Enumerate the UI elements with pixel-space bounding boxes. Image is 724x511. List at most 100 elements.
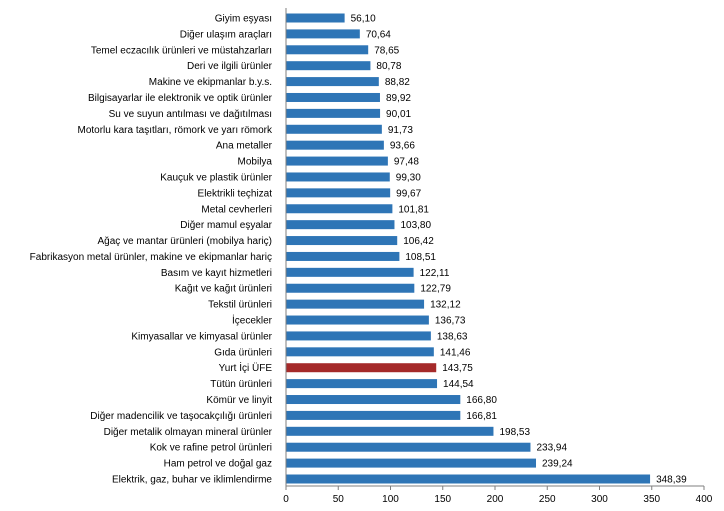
bar-su-ve-suyun-antilmasi-ve-dagitilmasi xyxy=(286,108,381,118)
bar-elektrikli-techizat xyxy=(286,188,391,198)
category-label-temel-eczacilik-urunleri-ve-mustahzarlari: Temel eczacılık ürünleri ve müstahzarlar… xyxy=(91,45,272,56)
bar-temel-eczacilik-urunleri-ve-mustahzarlari xyxy=(286,45,369,55)
bar-giyim-esyasi xyxy=(286,13,345,23)
bar-basim-ve-kayit-hizmetleri xyxy=(286,267,414,277)
category-label-tekstil-urunleri: Tekstil ürünleri xyxy=(208,300,272,311)
value-label-bilgisayarlar-ile-elektronik-ve-optik-urunler: 89,92 xyxy=(386,93,411,104)
bar-deri-ve-ilgili-urunler xyxy=(286,61,371,71)
value-label-icecekler: 136,73 xyxy=(435,316,466,327)
value-label-agac-ve-mantar-urunleri-mobilya-haric: 106,42 xyxy=(403,236,434,247)
category-label-kaucuk-ve-plastik-urunler: Kauçuk ve plastik ürünler xyxy=(160,172,272,183)
value-label-diger-madencilik-ve-tasocakciligi-urunleri: 166,81 xyxy=(466,411,497,422)
bar-diger-ulasim-araclari xyxy=(286,29,360,39)
category-label-elektrik-gaz-buhar-ve-iklimlendirme: Elektrik, gaz, buhar ve iklimlendirme xyxy=(112,475,272,486)
value-label-tekstil-urunleri: 132,12 xyxy=(430,300,461,311)
x-tick-label-400: 400 xyxy=(696,494,713,505)
category-label-mobilya: Mobilya xyxy=(238,157,273,168)
category-label-icecekler: İçecekler xyxy=(232,314,273,327)
bar-motorlu-kara-tasitlari-romork-ve-yari-romork xyxy=(286,124,382,134)
category-label-diger-metalik-olmayan-mineral-urunler: Diğer metalik olmayan mineral ürünler xyxy=(104,427,273,438)
value-label-deri-ve-ilgili-urunler: 80,78 xyxy=(376,61,401,72)
category-label-tutun-urunleri: Tütün ürünleri xyxy=(210,379,272,390)
category-label-komur-ve-linyit: Kömür ve linyit xyxy=(206,395,272,406)
value-label-ham-petrol-ve-dogal-gaz: 239,24 xyxy=(542,459,573,470)
category-label-kimyasallar-ve-kimyasal-urunler: Kimyasallar ve kimyasal ürünler xyxy=(131,331,272,342)
value-label-giyim-esyasi: 56,10 xyxy=(351,14,376,25)
category-label-metal-cevherleri: Metal cevherleri xyxy=(201,204,272,215)
bar-elektrik-gaz-buhar-ve-iklimlendirme xyxy=(286,474,651,484)
value-label-kagit-ve-kagit-urunleri: 122,79 xyxy=(420,284,451,295)
bar-gida-urunleri xyxy=(286,347,434,357)
category-label-kok-ve-rafine-petrol-urunleri: Kok ve rafine petrol ürünleri xyxy=(150,443,272,454)
bar-kaucuk-ve-plastik-urunler xyxy=(286,172,390,182)
bar-diger-metalik-olmayan-mineral-urunler xyxy=(286,426,494,436)
value-label-mobilya: 97,48 xyxy=(394,157,419,168)
value-label-elektrikli-techizat: 99,67 xyxy=(396,188,421,199)
bar-mobilya xyxy=(286,156,388,166)
value-label-yurt-ici-ufe: 143,75 xyxy=(442,363,473,374)
bar-fabrikasyon-metal-urunler-makine-ve-ekipmanlar-haric xyxy=(286,251,400,261)
category-label-kagit-ve-kagit-urunleri: Kağıt ve kağıt ürünleri xyxy=(175,284,272,295)
value-label-basim-ve-kayit-hizmetleri: 122,11 xyxy=(420,268,450,279)
bar-makine-ve-ekipmanlar-b-y-s xyxy=(286,77,379,87)
x-tick-label-100: 100 xyxy=(382,494,399,505)
bar-ham-petrol-ve-dogal-gaz xyxy=(286,458,537,468)
bars-layer xyxy=(286,13,651,484)
value-label-kaucuk-ve-plastik-urunler: 99,30 xyxy=(396,172,421,183)
bar-tutun-urunleri xyxy=(286,379,438,389)
bar-agac-ve-mantar-urunleri-mobilya-haric xyxy=(286,236,398,246)
x-tick-label-300: 300 xyxy=(591,494,608,505)
x-tick-label-50: 50 xyxy=(333,494,345,505)
value-label-makine-ve-ekipmanlar-b-y-s: 88,82 xyxy=(385,77,410,88)
x-tick-label-250: 250 xyxy=(539,494,556,505)
value-label-tutun-urunleri: 144,54 xyxy=(443,379,474,390)
category-label-motorlu-kara-tasitlari-romork-ve-yari-romork: Motorlu kara taşıtları, römork ve yarı r… xyxy=(78,125,273,136)
bar-diger-madencilik-ve-tasocakciligi-urunleri xyxy=(286,410,461,420)
category-label-su-ve-suyun-antilmasi-ve-dagitilmasi: Su ve suyun antılması ve dağıtılması xyxy=(109,109,272,120)
bar-kimyasallar-ve-kimyasal-urunler xyxy=(286,331,431,341)
category-label-giyim-esyasi: Giyim eşyası xyxy=(215,14,272,25)
x-tick-label-150: 150 xyxy=(434,494,451,505)
category-label-deri-ve-ilgili-urunler: Deri ve ilgili ürünler xyxy=(187,61,273,72)
value-label-gida-urunleri: 141,46 xyxy=(440,347,471,358)
category-label-diger-madencilik-ve-tasocakciligi-urunleri: Diğer madencilik ve taşocakçılığı ürünle… xyxy=(90,411,272,422)
category-label-ham-petrol-ve-dogal-gaz: Ham petrol ve doğal gaz xyxy=(164,459,272,470)
category-label-yurt-ici-ufe: Yurt İçi ÜFE xyxy=(219,361,273,374)
value-label-kimyasallar-ve-kimyasal-urunler: 138,63 xyxy=(437,331,468,342)
x-tick-label-0: 0 xyxy=(283,494,289,505)
category-label-elektrikli-techizat: Elektrikli teçhizat xyxy=(198,188,273,199)
value-label-su-ve-suyun-antilmasi-ve-dagitilmasi: 90,01 xyxy=(386,109,411,120)
bar-icecekler xyxy=(286,315,429,325)
value-label-komur-ve-linyit: 166,80 xyxy=(466,395,497,406)
bar-diger-mamul-esyalar xyxy=(286,220,395,230)
value-label-diger-ulasim-araclari: 70,64 xyxy=(366,29,391,40)
value-label-metal-cevherleri: 101,81 xyxy=(398,204,429,215)
category-label-makine-ve-ekipmanlar-b-y-s: Makine ve ekipmanlar b.y.s. xyxy=(149,77,272,88)
bar-ana-metaller xyxy=(286,140,384,150)
category-label-fabrikasyon-metal-urunler-makine-ve-ekipmanlar-haric: Fabrikasyon metal ürünler, makine ve eki… xyxy=(30,252,272,263)
category-label-diger-mamul-esyalar: Diğer mamul eşyalar xyxy=(180,220,272,231)
value-label-fabrikasyon-metal-urunler-makine-ve-ekipmanlar-haric: 108,51 xyxy=(405,252,436,263)
value-label-kok-ve-rafine-petrol-urunleri: 233,94 xyxy=(536,443,567,454)
value-label-ana-metaller: 93,66 xyxy=(390,141,415,152)
category-label-basim-ve-kayit-hizmetleri: Basım ve kayıt hizmetleri xyxy=(161,268,272,279)
category-label-bilgisayarlar-ile-elektronik-ve-optik-urunler: Bilgisayarlar ile elektronik ve optik ür… xyxy=(88,93,273,104)
value-labels-layer: 56,10 70,64 78,65 80,78 88,82 89,92 90,01 91,73… xyxy=(351,14,687,486)
category-label-agac-ve-mantar-urunleri-mobilya-haric: Ağaç ve mantar ürünleri (mobilya hariç) xyxy=(97,236,272,247)
category-label-ana-metaller: Ana metaller xyxy=(216,141,273,152)
bar-bilgisayarlar-ile-elektronik-ve-optik-urunler xyxy=(286,92,380,102)
bar-kagit-ve-kagit-urunleri xyxy=(286,283,415,293)
category-label-gida-urunleri: Gıda ürünleri xyxy=(214,347,272,358)
category-labels-layer: Giyim eşyası Diğer ulaşım araçları Temel e… xyxy=(30,14,273,486)
value-label-motorlu-kara-tasitlari-romork-ve-yari-romork: 91,73 xyxy=(388,125,413,136)
value-label-temel-eczacilik-urunleri-ve-mustahzarlari: 78,65 xyxy=(374,45,399,56)
bar-komur-ve-linyit xyxy=(286,395,461,405)
x-tick-label-200: 200 xyxy=(487,494,504,505)
x-tick-label-350: 350 xyxy=(643,494,660,505)
value-label-elektrik-gaz-buhar-ve-iklimlendirme: 348,39 xyxy=(656,475,687,486)
bar-kok-ve-rafine-petrol-urunleri xyxy=(286,442,531,452)
value-label-diger-metalik-olmayan-mineral-urunler: 198,53 xyxy=(499,427,530,438)
bar-tekstil-urunleri xyxy=(286,299,425,309)
axis-layer: 0 50 100 150 200 250 300 350 400 xyxy=(283,8,713,505)
